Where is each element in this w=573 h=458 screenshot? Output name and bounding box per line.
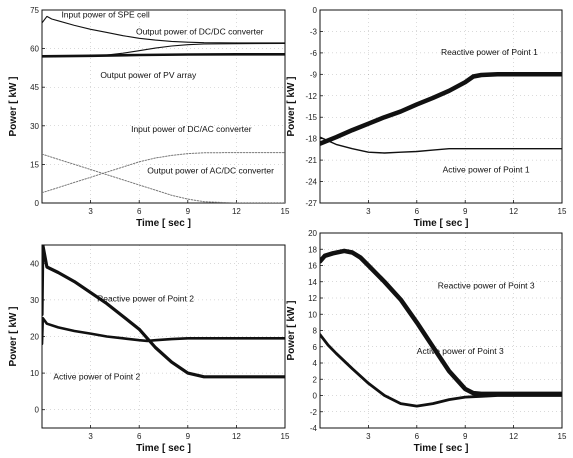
- y-tick-label: -27: [305, 199, 317, 208]
- y-tick-label: 75: [30, 6, 39, 15]
- chart-panel-2: 3 6 9 12 15 0 -3 -6 -9 -12 -15 -18 -21 -24 -27 Time [ s…: [286, 6, 567, 229]
- annotation-active-power-of-point-2: Active power of Point 2: [53, 372, 140, 382]
- y-tick-label: -18: [305, 135, 317, 144]
- x-tick-label: 9: [463, 432, 468, 441]
- y-tick-label: 0: [35, 406, 40, 415]
- y-axis-label: Power [ kW ]: [286, 76, 297, 136]
- series-group: [320, 248, 562, 408]
- x-tick-label: 6: [137, 432, 142, 441]
- chart-panel-3: 3 6 9 12 15 0 10 20 30 40 Time [ sec ] Power [ kW ]…: [8, 244, 290, 454]
- plot-frame: [319, 9, 563, 204]
- x-axis-label: Time [ sec ]: [136, 218, 191, 229]
- annotation-reactive-power-of-point-1: Reactive power of Point 1: [441, 47, 538, 57]
- y-tick-label: 15: [30, 160, 39, 169]
- y-tick-label: -12: [305, 92, 317, 101]
- y-tick-label: 60: [30, 45, 39, 54]
- y-tick-label: 0: [35, 199, 40, 208]
- chart-panel-1: 3 6 9 12 15 0 15 30 45 60 75 Time [ sec ] Power [ kW…: [8, 6, 290, 229]
- series-line-input-power-of-spe-cell: [42, 15, 285, 44]
- y-tick-label: 30: [30, 296, 39, 305]
- series-line-active-power-of-point-2: [42, 316, 285, 346]
- y-tick-label: 0: [313, 392, 318, 401]
- y-tick-label: 18: [308, 245, 317, 254]
- annotation-input-power-of-dc-ac-converter: Input power of DC/AC converter: [131, 124, 252, 134]
- annotation-active-power-of-point-1: Active power of Point 1: [443, 164, 530, 174]
- x-tick-label: 15: [558, 432, 567, 441]
- y-tick-label: -24: [305, 178, 317, 187]
- annotation-reactive-power-of-point-3: Reactive power of Point 3: [438, 280, 535, 290]
- annotation-output-power-of-ac-dc-converter: Output power of AC/DC converter: [147, 165, 274, 175]
- x-tick-label: 12: [509, 207, 518, 216]
- y-tick-label: 6: [313, 343, 318, 352]
- x-tick-label: 12: [509, 432, 518, 441]
- series-group: [42, 15, 285, 203]
- y-tick-label: 12: [308, 294, 317, 303]
- x-tick-label: 3: [88, 207, 93, 216]
- x-tick-label: 6: [415, 432, 420, 441]
- annotation-input-power-of-spe-cell: Input power of SPE cell: [61, 10, 149, 20]
- y-tick-label: 4: [313, 359, 318, 368]
- annotation-output-power-of-pv-array: Output power of PV array: [100, 70, 197, 80]
- y-tick-label: 30: [30, 122, 39, 131]
- series-line-active-power-of-point-1: [320, 136, 562, 154]
- x-tick-label: 3: [366, 207, 371, 216]
- y-tick-label: 8: [313, 327, 318, 336]
- x-tick-label: 9: [463, 207, 468, 216]
- y-tick-label: 20: [30, 333, 39, 342]
- y-tick-label: 45: [30, 83, 39, 92]
- y-tick-label: 10: [308, 310, 317, 319]
- x-tick-label: 3: [88, 432, 93, 441]
- series-line-reactive-power-of-point-1: [320, 72, 562, 146]
- series-line-active-power-of-point-3: [320, 333, 562, 408]
- series-line-reactive-power-of-point-2: [42, 245, 285, 379]
- y-tick-label: 14: [308, 278, 317, 287]
- annotation-reactive-power-of-point-2: Reactive power of Point 2: [97, 294, 194, 304]
- y-tick-label: -3: [310, 27, 318, 36]
- x-axis-label: Time [ sec ]: [414, 443, 469, 454]
- y-tick-label: 10: [30, 369, 39, 378]
- y-tick-label: 40: [30, 259, 39, 268]
- x-tick-label: 9: [186, 207, 191, 216]
- y-axis-label: Power [ kW ]: [8, 306, 19, 366]
- x-axis-label: Time [ sec ]: [414, 218, 469, 229]
- y-tick-label: -4: [310, 424, 318, 433]
- x-tick-label: 9: [186, 432, 191, 441]
- y-tick-label: -9: [310, 70, 318, 79]
- x-tick-label: 12: [232, 432, 241, 441]
- x-tick-label: 3: [366, 432, 371, 441]
- series-line-output-power-of-pv-array: [42, 53, 285, 58]
- x-axis-label: Time [ sec ]: [136, 443, 191, 454]
- y-axis-label: Power [ kW ]: [286, 300, 297, 360]
- series-group: [42, 245, 285, 379]
- y-axis-label: Power [ kW ]: [8, 76, 19, 136]
- y-tick-label: -2: [310, 408, 318, 417]
- x-tick-label: 12: [232, 207, 241, 216]
- series-line-output-power-of-ac-dc-converter: [42, 153, 285, 203]
- y-tick-label: -21: [305, 156, 317, 165]
- series-group: [320, 72, 562, 154]
- y-tick-label: -15: [305, 113, 317, 122]
- y-tick-label: -6: [310, 49, 318, 58]
- x-tick-label: 6: [415, 207, 420, 216]
- y-tick-label: 20: [308, 229, 317, 238]
- annotation-output-power-of-dc-dc-converter: Output power of DC/DC converter: [136, 26, 264, 36]
- y-tick-label: 2: [313, 375, 318, 384]
- annotation-active-power-of-point-3: Active power of Point 3: [417, 346, 504, 356]
- x-tick-label: 15: [281, 207, 290, 216]
- plot-frame: [41, 9, 286, 204]
- x-tick-label: 6: [137, 207, 142, 216]
- x-tick-label: 15: [281, 432, 290, 441]
- y-tick-label: 16: [308, 262, 317, 271]
- x-tick-label: 15: [558, 207, 567, 216]
- series-line-reactive-power-of-point-3: [320, 248, 562, 397]
- y-tick-label: 0: [313, 6, 318, 15]
- series-line-input-power-of-dc-ac-converter: [42, 152, 285, 194]
